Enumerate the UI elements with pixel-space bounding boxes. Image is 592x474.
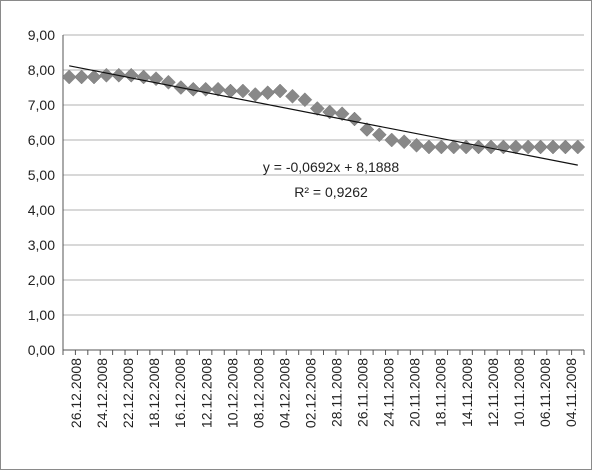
data-point <box>409 137 424 153</box>
data-point <box>570 139 586 155</box>
y-tick-label: 8,00 <box>28 62 55 78</box>
x-tick-label: 08.12.2008 <box>250 358 266 428</box>
y-tick-label: 1,00 <box>28 307 55 323</box>
data-point <box>61 69 77 85</box>
x-tick-label: 02.12.2008 <box>302 358 318 428</box>
data-points <box>61 67 586 155</box>
data-point <box>161 74 176 90</box>
data-point <box>285 88 300 104</box>
data-point <box>483 139 499 155</box>
data-point <box>384 132 400 148</box>
data-point <box>260 85 276 101</box>
x-tick-label: 22.12.2008 <box>120 358 136 428</box>
data-point <box>433 139 449 155</box>
x-axis-ticks: 26.12.2008 24.12.2008 22.12.2008 18.12.2008… <box>62 350 585 428</box>
y-tick-label: 9,00 <box>28 27 55 43</box>
data-point <box>421 139 437 155</box>
x-tick-label: 12.12.2008 <box>198 358 214 428</box>
y-tick-label: 6,00 <box>28 132 55 148</box>
data-point <box>223 83 238 99</box>
data-point <box>446 139 462 155</box>
x-tick-label: 04.12.2008 <box>276 358 292 428</box>
data-point <box>558 139 573 155</box>
x-tick-label: 10.11.2008 <box>511 358 527 427</box>
data-point <box>520 139 536 155</box>
data-point <box>247 87 263 102</box>
data-point <box>86 69 102 85</box>
data-point <box>235 83 251 99</box>
x-tick-label: 10.12.2008 <box>224 358 240 428</box>
data-point <box>297 92 313 108</box>
x-tick-label: 24.11.2008 <box>381 358 397 427</box>
data-point <box>545 139 561 155</box>
x-tick-label: 12.11.2008 <box>485 358 501 427</box>
trendline-group <box>69 65 578 166</box>
data-point <box>272 83 288 99</box>
x-tick-label: 20.11.2008 <box>407 358 423 427</box>
y-tick-label: 0,00 <box>28 342 55 358</box>
y-tick-label: 3,00 <box>28 237 55 253</box>
y-tick-label: 2,00 <box>28 272 55 288</box>
data-point <box>347 111 362 127</box>
y-tick-label: 4,00 <box>28 202 55 218</box>
data-point <box>185 81 201 97</box>
data-point <box>371 127 387 143</box>
x-tick-label: 04.11.2008 <box>563 358 579 427</box>
data-point <box>359 122 375 137</box>
x-tick-label: 24.12.2008 <box>94 358 110 428</box>
data-point <box>74 69 89 85</box>
x-tick-label: 14.11.2008 <box>459 358 475 427</box>
data-point <box>508 139 524 155</box>
y-tick-label: 7,00 <box>28 97 55 113</box>
data-point <box>309 101 325 116</box>
y-axis-ticks: 0,00 1,00 2,00 3,00 4,00 5,00 6,00 7,00 8,00 9,00 <box>28 27 55 358</box>
x-tick-label: 26.12.2008 <box>68 358 84 428</box>
data-point <box>334 106 350 122</box>
x-tick-label: 26.11.2008 <box>355 358 371 427</box>
x-tick-label: 16.12.2008 <box>172 358 188 428</box>
trendline-r-squared: R² = 0,9262 <box>294 184 368 200</box>
gridlines <box>62 34 584 351</box>
x-tick-label: 06.11.2008 <box>537 358 553 427</box>
data-point <box>533 139 548 155</box>
data-point <box>210 81 226 97</box>
trendline-equation: y = -0,0692x + 8,1888 <box>263 159 399 175</box>
trendline <box>69 65 578 166</box>
x-tick-label: 28.11.2008 <box>329 358 345 427</box>
x-tick-label: 18.11.2008 <box>433 358 449 427</box>
x-tick-label: 18.12.2008 <box>146 358 162 428</box>
data-point <box>99 67 114 83</box>
y-tick-label: 5,00 <box>28 167 55 183</box>
data-point <box>198 81 214 97</box>
data-point <box>396 134 412 150</box>
